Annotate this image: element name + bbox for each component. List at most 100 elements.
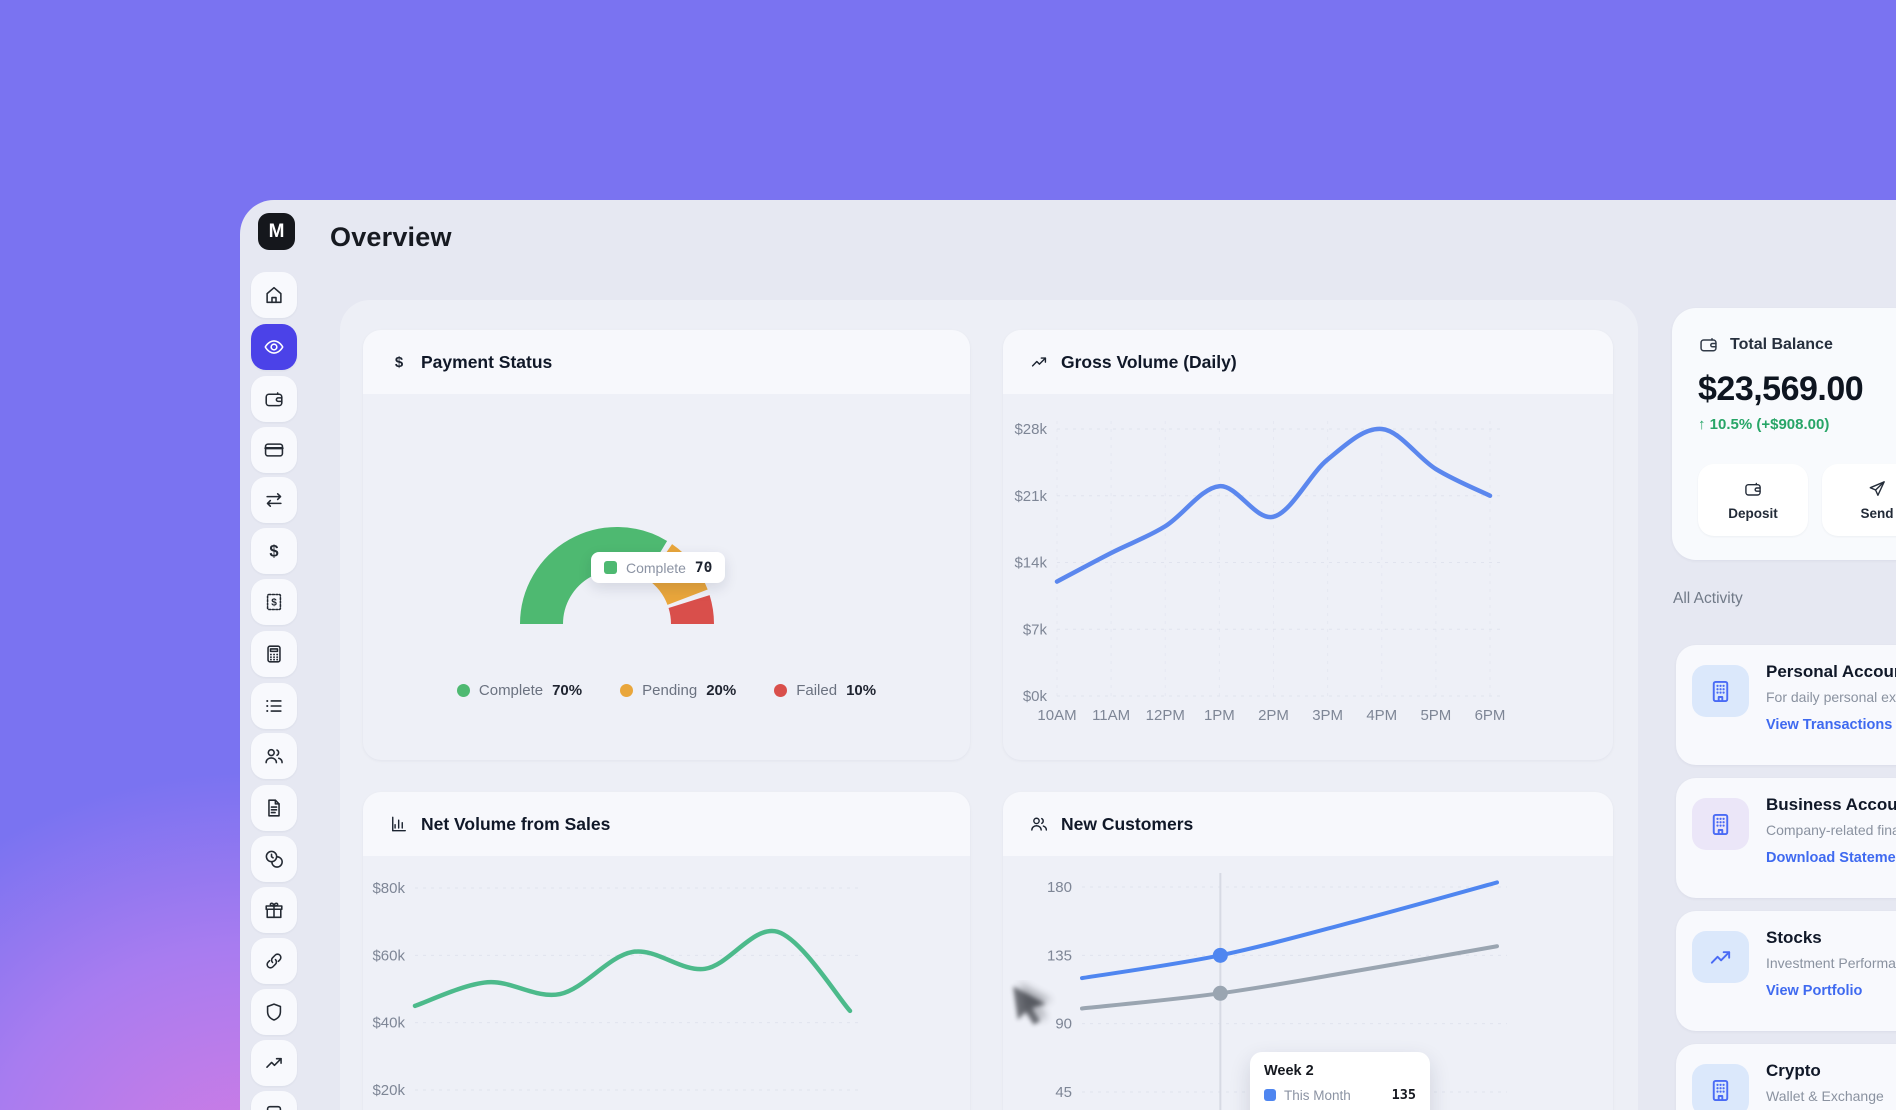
sidebar-item-coins[interactable] [251, 836, 297, 882]
new-customers-chart[interactable]: 45 90 135 180 [1003, 856, 1613, 1110]
svg-text:5PM: 5PM [1420, 707, 1451, 724]
card-net-volume: Net Volume from Sales $20k $40k $60k $80k [363, 792, 970, 1110]
activity-item-crypto[interactable]: Crypto Wallet & Exchange [1676, 1044, 1896, 1110]
svg-text:180: 180 [1047, 879, 1072, 896]
activity-item-business-account[interactable]: Business Account Company-related finance… [1676, 778, 1896, 898]
building-icon [1707, 1077, 1734, 1104]
svg-text:1PM: 1PM [1204, 707, 1235, 724]
trending-icon [263, 1052, 285, 1074]
activity-item-personal-account[interactable]: Personal Account For daily personal expe… [1676, 645, 1896, 765]
legend-dot [774, 684, 788, 697]
tooltip-label: Complete [626, 559, 686, 576]
gauge-tooltip: Complete 70 [591, 552, 726, 583]
svg-text:3PM: 3PM [1312, 707, 1343, 724]
sidebar-item-document[interactable] [251, 785, 297, 831]
week-tooltip-title: Week 2 [1264, 1063, 1314, 1079]
activity-subtitle: Company-related finances [1766, 822, 1896, 838]
week-tooltip: Week 2 This Month 135 Last Month 110 [1250, 1052, 1430, 1110]
calculator-icon [263, 643, 285, 665]
gross-volume-chart[interactable]: $0k $7k $14k $21k $28k 10AM 11AM 12PM 1PM 2PM 3PM 4… [1003, 394, 1613, 760]
account-icon-wrap [1692, 798, 1749, 850]
users-icon [263, 745, 285, 767]
send-button[interactable]: Send [1822, 464, 1896, 536]
sidebar-item-trending[interactable] [251, 1040, 297, 1086]
card-title: Net Volume from Sales [421, 813, 611, 834]
sidebar-item-home[interactable] [251, 272, 297, 318]
view-transactions-link[interactable]: View Transactions [1766, 717, 1893, 733]
activity-title: Stocks [1766, 928, 1822, 947]
wallet-icon [1743, 479, 1763, 499]
eye-icon [263, 336, 285, 358]
send-icon [1867, 479, 1887, 499]
sidebar-item-device[interactable] [251, 1091, 297, 1110]
sidebar-item-transfers[interactable] [251, 477, 297, 523]
view-portfolio-link[interactable]: View Portfolio [1766, 983, 1863, 999]
page-title: Overview [330, 222, 452, 252]
gross-volume-header: Gross Volume (Daily) [1003, 330, 1613, 394]
deposit-button[interactable]: Deposit [1698, 464, 1808, 536]
shield-icon [263, 1001, 285, 1023]
device-icon [263, 1103, 285, 1110]
sidebar-item-link[interactable] [251, 938, 297, 984]
sidebar-item-wallet[interactable] [251, 376, 297, 422]
list-icon [263, 695, 285, 717]
activity-item-stocks[interactable]: Stocks Investment Performance View Portf… [1676, 911, 1896, 1031]
svg-text:$28k: $28k [1014, 421, 1047, 438]
card-title: Payment Status [421, 351, 553, 372]
payment-status-legend: Complete 70% Pending 20% Failed 10% [363, 682, 970, 699]
building-icon [1707, 678, 1734, 705]
sidebar-item-eye[interactable] [251, 324, 297, 370]
svg-text:10AM: 10AM [1037, 707, 1076, 724]
sidebar-item-invoice[interactable] [251, 579, 297, 625]
net-volume-chart[interactable]: $20k $40k $60k $80k [363, 856, 970, 1110]
new-customers-header: New Customers [1003, 792, 1613, 856]
transfers-icon [263, 489, 285, 511]
activity-subtitle: Wallet & Exchange [1766, 1088, 1884, 1104]
sidebar-item-shield[interactable] [251, 989, 297, 1035]
gross-volume-body: $0k $7k $14k $21k $28k 10AM 11AM 12PM 1PM 2PM 3PM 4… [1003, 394, 1613, 760]
balance-header: Total Balance [1698, 334, 1833, 355]
sidebar-item-list[interactable] [251, 683, 297, 729]
balance-label: Total Balance [1730, 335, 1833, 353]
card-title: Gross Volume (Daily) [1061, 351, 1237, 372]
svg-text:$7k: $7k [1023, 621, 1048, 638]
users-icon [1029, 814, 1049, 834]
svg-text:2PM: 2PM [1258, 707, 1289, 724]
stocks-icon-wrap [1692, 931, 1749, 983]
credit-card-icon [263, 439, 285, 461]
legend-dot [620, 684, 634, 697]
legend-dot [456, 684, 470, 697]
new-customers-body: 45 90 135 180 Week 2 This Month 135 Last Mo… [1003, 856, 1613, 1110]
activity-subtitle: For daily personal expenses [1766, 689, 1896, 705]
total-balance-card: Total Balance $23,569.00 ↑ 10.5% (+$908.… [1672, 308, 1896, 560]
sidebar-item-calculator[interactable] [251, 631, 297, 677]
svg-text:$40k: $40k [372, 1015, 405, 1032]
activity-title: Personal Account [1766, 662, 1896, 681]
sidebar-item-gift[interactable] [251, 887, 297, 933]
wallet-icon [263, 388, 285, 410]
svg-text:$20k: $20k [372, 1082, 405, 1099]
legend-item-failed: Failed 10% [774, 682, 876, 699]
app-logo[interactable]: M [258, 213, 295, 250]
sidebar-item-credit-card[interactable] [251, 427, 297, 473]
document-icon [263, 797, 285, 819]
crypto-icon-wrap [1692, 1064, 1749, 1110]
week-tooltip-row: This Month 135 [1264, 1087, 1416, 1103]
sidebar-item-users[interactable] [251, 733, 297, 779]
svg-text:45: 45 [1055, 1084, 1072, 1101]
activity-subtitle: Investment Performance [1766, 955, 1896, 971]
trending-up-icon [1029, 352, 1049, 372]
svg-text:$0k: $0k [1023, 688, 1048, 705]
tooltip-swatch [1264, 1089, 1276, 1101]
svg-text:135: 135 [1047, 947, 1072, 964]
invoice-icon [263, 591, 285, 613]
svg-text:$14k: $14k [1014, 555, 1047, 572]
dollar-icon [263, 540, 285, 562]
week-tooltip-row: Last Month 110 [1264, 1108, 1416, 1110]
link-icon [263, 950, 285, 972]
svg-text:$60k: $60k [372, 947, 405, 964]
sidebar-item-dollar[interactable] [251, 528, 297, 574]
wallet-icon [1698, 334, 1719, 355]
download-statements-link[interactable]: Download Statements [1766, 850, 1896, 866]
all-activity-heading: All Activity [1673, 590, 1743, 607]
